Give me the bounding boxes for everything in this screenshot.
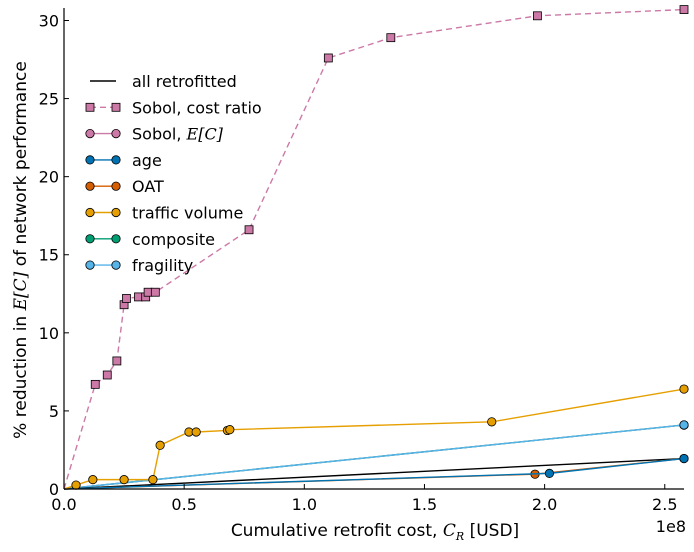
y-tick-label: 0 — [49, 480, 59, 499]
x-tick-label: 0.0 — [51, 495, 76, 514]
legend-marker — [111, 207, 121, 218]
data-point-1-6 — [134, 292, 143, 302]
x-tick-label: 0.5 — [171, 495, 196, 514]
legend-entry-3: age — [85, 151, 162, 170]
series-5 — [64, 384, 689, 490]
data-point-5-4 — [148, 475, 158, 485]
legend-entry-5: traffic volume — [85, 204, 243, 223]
y-axis-label-prefix: % reduction in — [11, 310, 31, 438]
legend-entry-6: composite — [85, 230, 215, 249]
legend-label: age — [132, 151, 162, 170]
legend-marker — [111, 181, 121, 191]
x-tick-label: 1.5 — [412, 495, 437, 514]
y-axis-label-symbol: E[C] — [11, 271, 31, 311]
legend-marker — [111, 234, 121, 244]
legend-label: OAT — [132, 177, 164, 196]
data-point-3-1 — [544, 468, 555, 478]
legend-label-math: E[C] — [186, 125, 224, 144]
legend-marker — [85, 155, 95, 165]
series-1 — [64, 5, 689, 490]
data-point-1-8 — [143, 287, 153, 297]
y-tick-label: 5 — [49, 402, 59, 421]
data-point-1-12 — [386, 33, 396, 43]
data-point-3-2 — [679, 453, 689, 464]
data-point-1-13 — [533, 11, 542, 21]
y-axis-label: % reduction in E[C] of network performan… — [11, 61, 31, 439]
x-axis-label-subscript: R — [455, 530, 464, 543]
legend-label: traffic volume — [132, 204, 243, 223]
data-point-5-9 — [225, 425, 235, 435]
legend-marker — [85, 181, 95, 191]
legend-marker — [111, 260, 121, 270]
legend-entry-2: Sobol, E[C] — [85, 125, 224, 144]
plot-lines — [64, 5, 689, 490]
x-tick-label: 2.0 — [532, 495, 557, 514]
y-axis-label-suffix: of network performance — [11, 61, 31, 272]
series-line-0 — [64, 457, 685, 490]
legend-marker — [85, 207, 95, 218]
legend-label: all retrofitted — [132, 72, 237, 91]
data-point-5-11 — [679, 384, 689, 394]
legend-label: composite — [132, 230, 215, 249]
data-point-7-1 — [679, 420, 689, 430]
x-axis-label-prefix: Cumulative retrofit cost, — [231, 521, 443, 541]
legend: all retrofitted Sobol, cost ratio Sobol, E… — [85, 72, 262, 275]
data-point-5-5 — [155, 440, 165, 450]
legend-marker — [111, 129, 121, 139]
x-tick-label: 2.5 — [652, 495, 677, 514]
data-point-5-2 — [88, 475, 98, 485]
legend-entry-4: OAT — [85, 177, 164, 196]
legend-label: Sobol, E[C] — [132, 125, 224, 144]
x-offset-label: 1e8 — [656, 517, 686, 536]
data-point-1-10 — [244, 225, 254, 235]
data-point-1-11 — [323, 53, 333, 63]
series-7 — [64, 420, 689, 490]
y-tick-label: 20 — [39, 168, 59, 187]
legend-label-prefix: Sobol, — [132, 125, 187, 144]
data-point-1-5 — [122, 294, 131, 303]
series-3 — [64, 453, 689, 490]
data-point-5-10 — [487, 417, 497, 427]
series-0 — [64, 457, 685, 490]
y-tick-label: 25 — [39, 90, 59, 109]
data-point-1-2 — [102, 370, 112, 380]
legend-entry-0: all retrofitted — [90, 72, 237, 91]
axes — [63, 8, 684, 490]
legend-marker — [111, 102, 121, 112]
legend-marker — [85, 129, 95, 139]
data-point-5-7 — [191, 427, 201, 437]
data-point-1-9 — [150, 287, 160, 297]
x-axis-label: Cumulative retrofit cost, CR [USD] — [231, 521, 519, 543]
legend-marker — [85, 102, 95, 112]
data-point-5-3 — [119, 475, 129, 485]
legend-entry-1: Sobol, cost ratio — [85, 98, 262, 117]
legend-label: fragility — [132, 256, 193, 275]
legend-label: Sobol, cost ratio — [132, 98, 262, 117]
legend-marker — [85, 260, 95, 270]
series-line-7 — [64, 424, 685, 490]
data-point-5-1 — [71, 480, 81, 490]
x-tick-label: 1.0 — [292, 495, 317, 514]
data-point-1-14 — [679, 5, 689, 14]
legend-marker — [111, 155, 121, 165]
ticks: 0.0 0.5 1.0 1.5 2.0 2.5 0 5 10 15 20 25 30 — [39, 11, 678, 514]
x-axis-label-symbol: C — [443, 521, 456, 541]
y-tick-label: 10 — [39, 324, 59, 343]
legend-entry-7: fragility — [85, 256, 193, 275]
legend-marker — [85, 234, 95, 244]
data-point-1-3 — [112, 356, 122, 366]
y-tick-label: 30 — [39, 11, 59, 30]
data-point-1-1 — [90, 379, 100, 389]
y-tick-label: 15 — [39, 246, 59, 265]
x-axis-label-suffix: [USD] — [464, 521, 519, 541]
